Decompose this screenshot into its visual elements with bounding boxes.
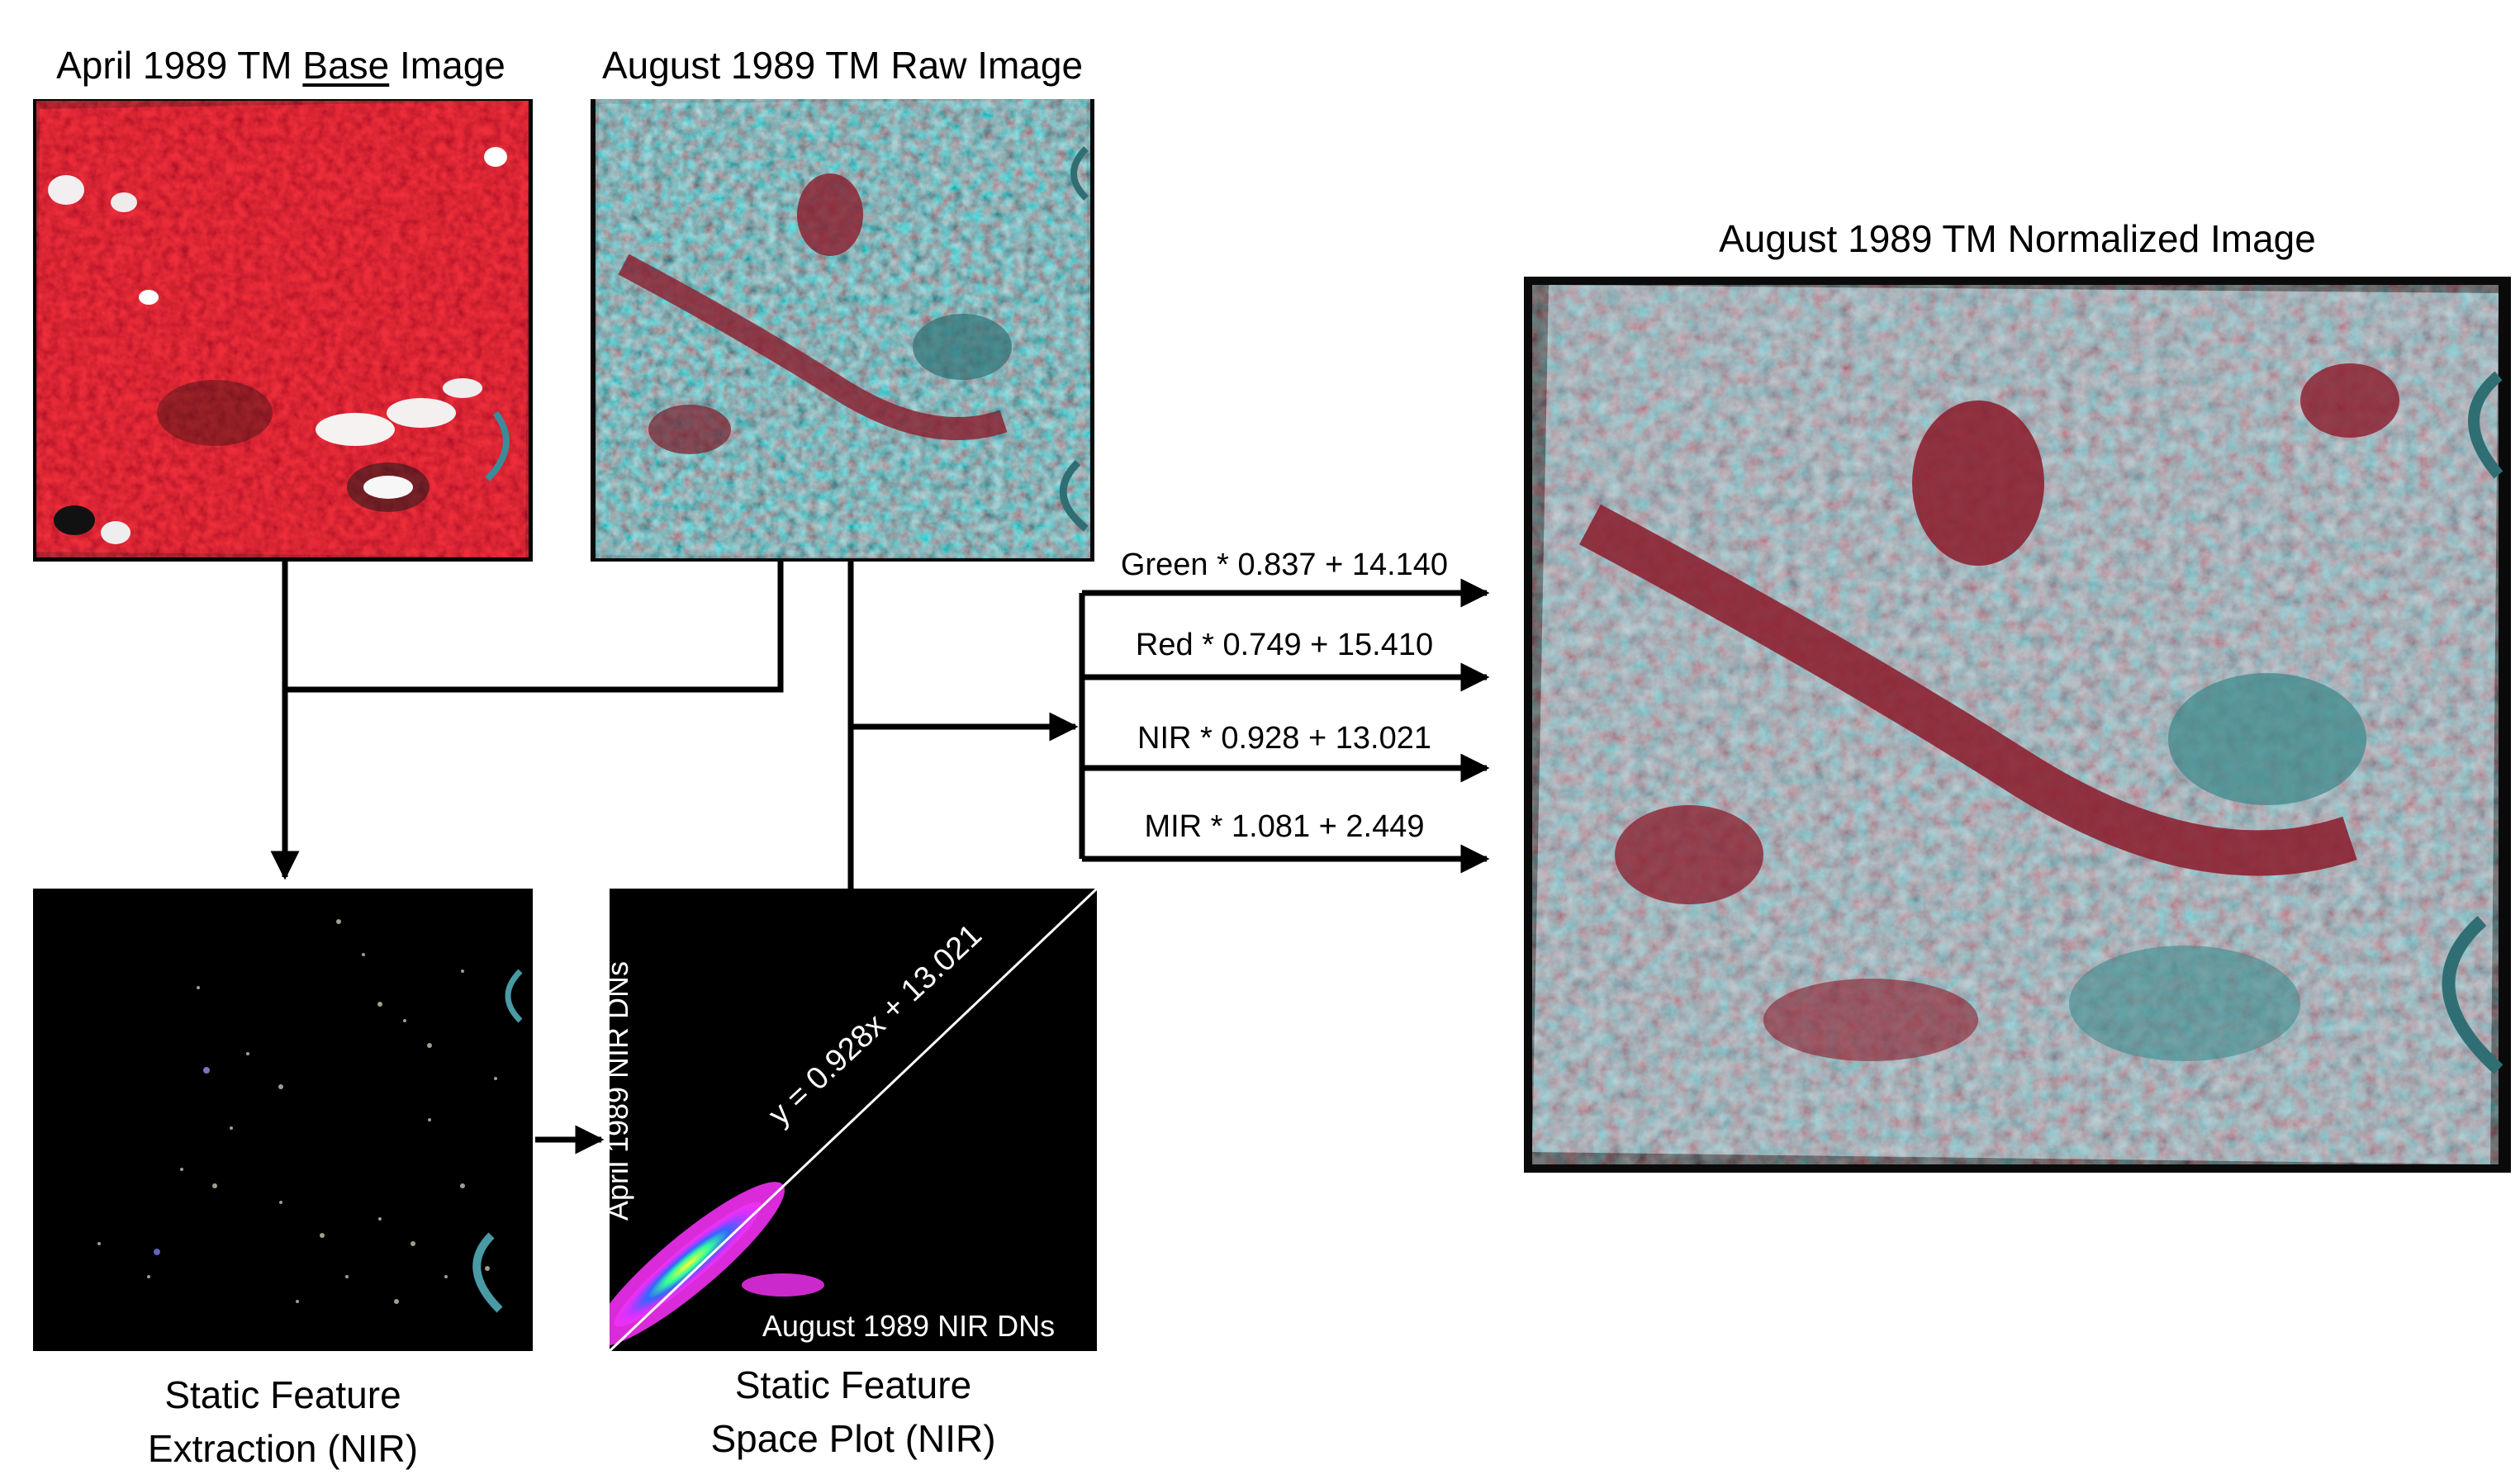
space-plot-caption-line1: Static Feature — [734, 1363, 972, 1406]
raw-image-panel — [591, 99, 1094, 562]
space-plot-xlabel: August 1989 NIR DNs — [762, 1309, 1056, 1343]
static-feature-extraction-panel — [33, 889, 533, 1351]
normalized-image-panel — [1524, 277, 2511, 1173]
normalized-image-title: August 1989 TM Normalized Image — [1719, 217, 2316, 260]
raw-image-thumbnail — [596, 99, 1090, 558]
extraction-caption-line2: Extraction (NIR) — [147, 1427, 419, 1470]
space-plot — [610, 889, 1097, 1351]
extraction-caption-line1: Static Feature — [164, 1373, 401, 1416]
base-title-part2: Image — [389, 44, 505, 87]
space-plot-caption-line2: Space Plot (NIR) — [710, 1417, 996, 1460]
nir-band-equation: NIR * 0.928 + 13.021 — [1137, 721, 1431, 756]
normalized-image-thumbnail — [1532, 285, 2503, 1164]
green-band-equation: Green * 0.837 + 14.140 — [1120, 548, 1449, 582]
regression-line — [610, 889, 1097, 1351]
static-feature-space-plot-panel — [610, 889, 1097, 1351]
raw-image-title: August 1989 TM Raw Image — [601, 44, 1084, 87]
static-feature-thumbnail — [97, 919, 523, 1313]
base-image-thumbnail — [36, 101, 529, 557]
space-plot-ylabel: April 1989 NIR DNs — [600, 960, 634, 1221]
mir-band-equation: MIR * 1.081 + 2.449 — [1144, 809, 1425, 844]
scatter-cloud — [610, 1182, 785, 1347]
raw-to-extraction-connector — [285, 562, 784, 693]
base-image-title: April 1989 TM Base Image — [33, 43, 529, 88]
red-band-equation: Red * 0.749 + 15.410 — [1135, 628, 1434, 662]
base-title-underlined: Base — [302, 44, 390, 87]
base-title-part1: April 1989 TM — [56, 44, 303, 87]
base-image-panel — [33, 99, 533, 562]
